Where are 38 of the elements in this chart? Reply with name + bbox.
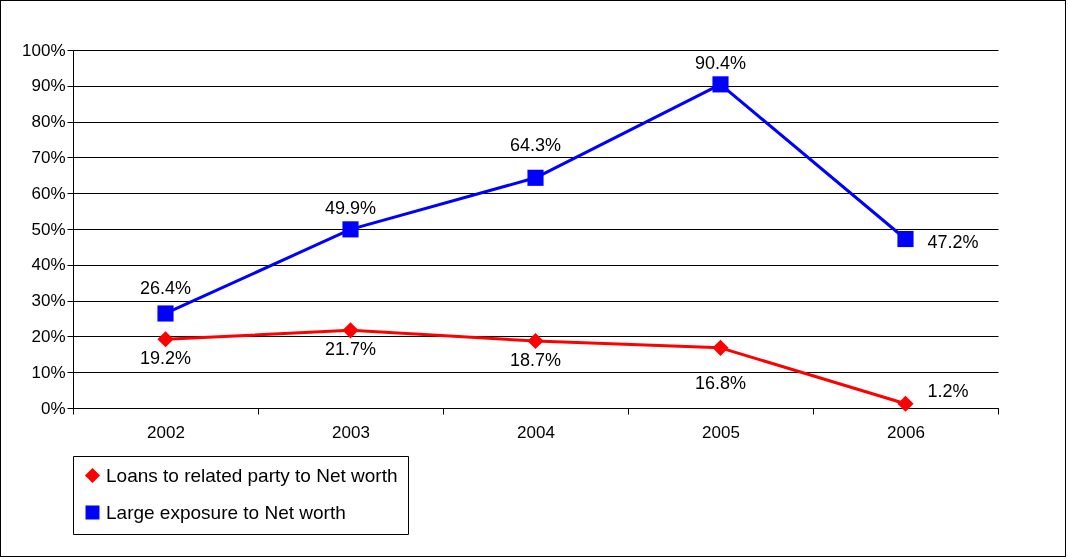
y-tick-label: 100% [22,40,66,60]
y-tick-label: 60% [31,183,66,203]
y-tick-label: 90% [31,76,66,96]
x-tick-label: 2002 [147,422,185,442]
point [712,339,729,356]
data-label: 1.2% [927,380,969,401]
x-tick-label: 2003 [332,422,370,442]
y-tick-label: 80% [31,112,66,132]
data-label: 18.7% [509,350,562,371]
point [157,331,174,348]
y-tick-label: 20% [31,326,66,346]
y-tick-label: 50% [31,219,66,239]
point [342,221,359,238]
data-label: 26.4% [139,278,192,299]
y-tick-label: 10% [31,362,66,382]
x-tick-label: 2006 [887,422,925,442]
data-label: 21.7% [324,339,377,360]
data-label: 16.8% [694,372,747,393]
point [897,395,914,412]
point [712,76,729,93]
point [157,305,174,322]
y-tick-label: 30% [31,291,66,311]
point [527,169,544,186]
data-label: 19.2% [139,348,192,369]
data-label: 47.2% [927,232,979,253]
data-label: 64.3% [509,134,562,155]
legend-label: Large exposure to Net worth [106,501,346,523]
point [342,322,359,339]
y-tick-label: 0% [40,398,66,418]
data-label: 49.9% [324,198,377,219]
x-tick-label: 2005 [702,422,740,442]
y-tick-label: 40% [31,255,66,275]
y-tick-label: 70% [31,147,66,167]
legend-label: Loans to related party to Net worth [106,464,398,486]
data-label: 90.4% [694,53,747,74]
point [527,332,544,350]
point [897,230,914,248]
x-tick-label: 2004 [517,422,555,442]
